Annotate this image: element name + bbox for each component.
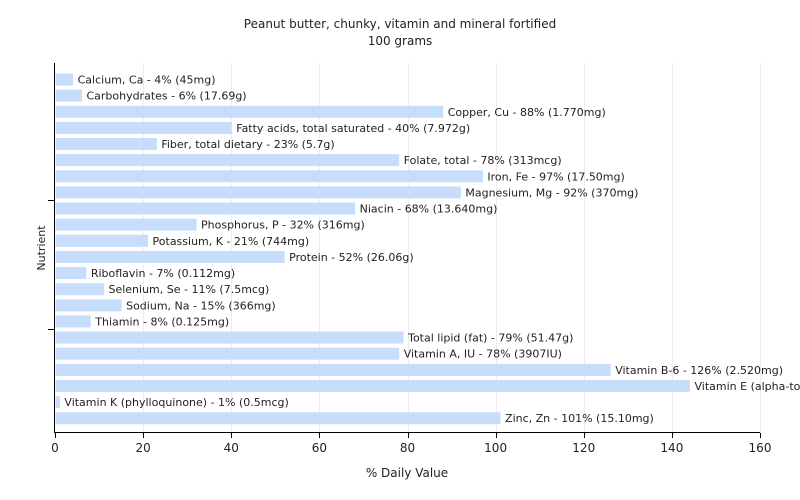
bar-label: Riboflavin - 7% (0.112mg) [91,267,235,280]
bar-label: Vitamin E (alpha-tocopherol) - 144% (43.… [695,380,800,393]
chart-subtitle: 100 grams [367,34,433,48]
bar-label: Magnesium, Mg - 92% (370mg) [465,186,638,199]
bar [55,267,87,280]
bar [55,347,400,360]
bar-label: Phosphorus, P - 32% (316mg) [201,219,365,232]
bar [55,283,104,296]
bar [55,331,404,344]
bar [55,89,82,102]
bar-label: Vitamin B-6 - 126% (2.520mg) [615,364,783,377]
bar-labels: Calcium, Ca - 4% (45mg) Carbohydrates - 6… [64,74,800,426]
bar [55,186,461,199]
bar-label: Zinc, Zn - 101% (15.10mg) [505,412,654,425]
bar-label: Thiamin - 8% (0.125mg) [94,315,229,328]
bar [55,154,400,167]
bar [55,234,149,247]
bar [55,170,483,183]
bar [55,315,91,328]
bar [55,138,157,151]
bar [55,121,232,134]
bar-label: Protein - 52% (26.06g) [289,251,414,264]
x-tick-label: 140 [660,441,683,455]
x-tick-label: 80 [400,441,415,455]
bar [55,250,285,263]
bar [55,218,197,231]
bar-label: Potassium, K - 21% (744mg) [153,235,310,248]
bar-label: Vitamin A, IU - 78% (3907IU) [404,348,562,361]
bar [55,105,444,118]
x-tick-label: 60 [312,441,327,455]
bar-label: Fiber, total dietary - 23% (5.7g) [161,138,334,151]
bar-label: Carbohydrates - 6% (17.69g) [86,90,246,103]
bar-label: Total lipid (fat) - 79% (51.47g) [407,332,573,345]
y-axis-label: Nutrient [35,225,48,271]
chart-title: Peanut butter, chunky, vitamin and miner… [243,17,557,31]
x-tick-label: 120 [572,441,595,455]
bar [55,363,611,376]
bar [55,412,501,425]
bar [55,396,60,409]
bars [55,73,690,425]
bar-label: Folate, total - 78% (313mcg) [404,154,562,167]
bar [55,379,690,392]
bar-label: Niacin - 68% (13.640mg) [360,203,498,216]
bar-label: Iron, Fe - 97% (17.50mg) [487,170,624,183]
x-tick-label: 100 [484,441,507,455]
chart-title-block: Peanut butter, chunky, vitamin and miner… [0,16,800,50]
axes [54,63,760,433]
x-tick-label: 0 [51,441,59,455]
plot-area [55,63,760,433]
bar-label: Sodium, Na - 15% (366mg) [126,299,276,312]
bar-label: Selenium, Se - 11% (7.5mcg) [108,283,269,296]
x-ticks: 0 20 40 60 80 100 120 140 160 [48,200,772,455]
x-tick-label: 160 [749,441,772,455]
bar [55,202,356,215]
bar-label: Vitamin K (phylloquinone) - 1% (0.5mcg) [64,396,288,409]
x-axis-label: % Daily Value [366,466,448,480]
x-tick-label: 20 [135,441,150,455]
bar-label: Calcium, Ca - 4% (45mg) [78,74,216,87]
bar [55,299,122,312]
bar-label: Fatty acids, total saturated - 40% (7.97… [236,122,470,135]
bar-label: Copper, Cu - 88% (1.770mg) [448,106,606,119]
bar [55,73,74,86]
x-tick-label: 40 [224,441,239,455]
